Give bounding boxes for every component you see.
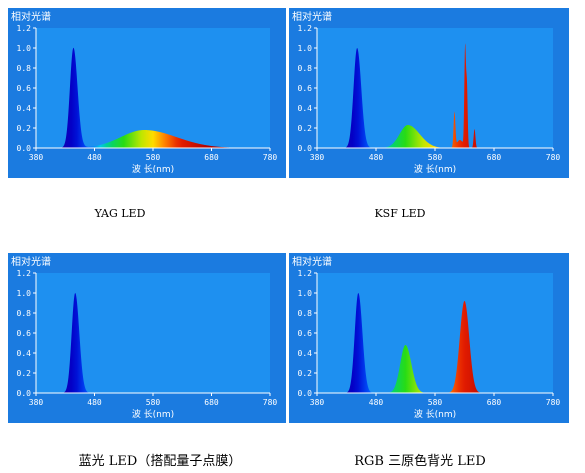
y-tick-label: 0.2 xyxy=(17,369,32,378)
y-tick-label: 0.6 xyxy=(17,329,32,338)
x-tick-label: 780 xyxy=(546,398,561,407)
y-tick-label: 0.2 xyxy=(17,124,32,133)
y-tick-label: 1.2 xyxy=(17,24,32,33)
y-tick-label: 1.2 xyxy=(17,269,32,278)
x-tick-label: 380 xyxy=(310,398,325,407)
x-tick-label: 580 xyxy=(146,398,161,407)
y-tick-label: 1.0 xyxy=(298,44,313,53)
chart-title: 相对光谱 xyxy=(11,255,51,268)
y-tick-label: 0.8 xyxy=(298,64,313,73)
y-tick-label: 1.2 xyxy=(298,24,313,33)
x-tick-label: 680 xyxy=(204,153,219,162)
y-tick-label: 0.4 xyxy=(17,104,32,113)
x-tick-label: 680 xyxy=(487,153,502,162)
x-tick-label: 480 xyxy=(369,153,384,162)
x-tick-label: 480 xyxy=(369,398,384,407)
spectrum-chart-rgb: 0.0 0.2 0.4 0.6 0.8 1.0 1.2 380 480 580 680 780 相对光谱… xyxy=(289,253,569,423)
y-tick-label: 0.8 xyxy=(298,309,313,318)
x-tick-label: 680 xyxy=(204,398,219,407)
x-axis-label: 波 长(nm) xyxy=(414,163,456,175)
caption-ksf: KSF LED xyxy=(374,207,426,220)
spectrum-svg: 0.0 0.2 0.4 0.6 0.8 1.0 1.2 380 480 580 680 780 相对光谱… xyxy=(289,8,569,178)
x-tick-label: 680 xyxy=(487,398,502,407)
x-tick-label: 580 xyxy=(146,153,161,162)
y-tick-label: 0.6 xyxy=(298,329,313,338)
y-tick-label: 0.4 xyxy=(298,349,313,358)
caption-quantum-dot: 蓝光 LED（搭配量子点膜） xyxy=(78,454,242,469)
x-tick-label: 480 xyxy=(87,153,102,162)
spectrum-svg: 0.0 0.2 0.4 0.6 0.8 1.0 1.2 380 480 580 680 780 相对光谱… xyxy=(289,253,569,423)
x-axis-label: 波 长(nm) xyxy=(132,408,174,420)
y-tick-label: 0.0 xyxy=(17,389,32,398)
x-tick-label: 580 xyxy=(428,153,443,162)
y-tick-label: 0.2 xyxy=(298,369,313,378)
y-tick-label: 1.2 xyxy=(298,269,313,278)
chart-title: 相对光谱 xyxy=(292,10,332,23)
y-tick-label: 0.4 xyxy=(298,104,313,113)
spectrum-svg: 0.0 0.2 0.4 0.6 0.8 1.0 1.2 380 480 580 680 780 相对光谱… xyxy=(8,8,286,178)
y-tick-label: 1.0 xyxy=(17,289,32,298)
y-tick-label: 1.0 xyxy=(17,44,32,53)
x-tick-label: 780 xyxy=(263,153,278,162)
chart-title: 相对光谱 xyxy=(11,10,51,23)
x-tick-label: 380 xyxy=(29,153,44,162)
spectrum-chart-yag: 0.0 0.2 0.4 0.6 0.8 1.0 1.2 380 480 580 680 780 相对光谱… xyxy=(8,8,286,178)
y-tick-label: 0.6 xyxy=(17,84,32,93)
x-axis-label: 波 长(nm) xyxy=(414,408,456,420)
y-tick-label: 0.8 xyxy=(17,309,32,318)
spectrum-chart-quantum-dot: 0.0 0.2 0.4 0.6 0.8 1.0 1.2 380 480 580 680 780 相对光谱… xyxy=(8,253,286,423)
y-tick-label: 0.2 xyxy=(298,124,313,133)
x-tick-label: 380 xyxy=(29,398,44,407)
chart-title: 相对光谱 xyxy=(292,255,332,268)
y-tick-label: 0.8 xyxy=(17,64,32,73)
x-tick-label: 380 xyxy=(310,153,325,162)
y-tick-label: 1.0 xyxy=(298,289,313,298)
caption-rgb: RGB 三原色背光 LED xyxy=(354,454,486,469)
x-tick-label: 580 xyxy=(428,398,443,407)
y-tick-label: 0.4 xyxy=(17,349,32,358)
y-tick-label: 0.0 xyxy=(298,144,313,153)
x-tick-label: 780 xyxy=(263,398,278,407)
x-tick-label: 780 xyxy=(546,153,561,162)
y-tick-label: 0.6 xyxy=(298,84,313,93)
spectrum-svg: 0.0 0.2 0.4 0.6 0.8 1.0 1.2 380 480 580 680 780 相对光谱… xyxy=(8,253,286,423)
y-tick-label: 0.0 xyxy=(17,144,32,153)
y-tick-label: 0.0 xyxy=(298,389,313,398)
caption-yag: YAG LED xyxy=(94,207,146,220)
spectrum-chart-ksf: 0.0 0.2 0.4 0.6 0.8 1.0 1.2 380 480 580 680 780 相对光谱… xyxy=(289,8,569,178)
x-tick-label: 480 xyxy=(87,398,102,407)
x-axis-label: 波 长(nm) xyxy=(132,163,174,175)
